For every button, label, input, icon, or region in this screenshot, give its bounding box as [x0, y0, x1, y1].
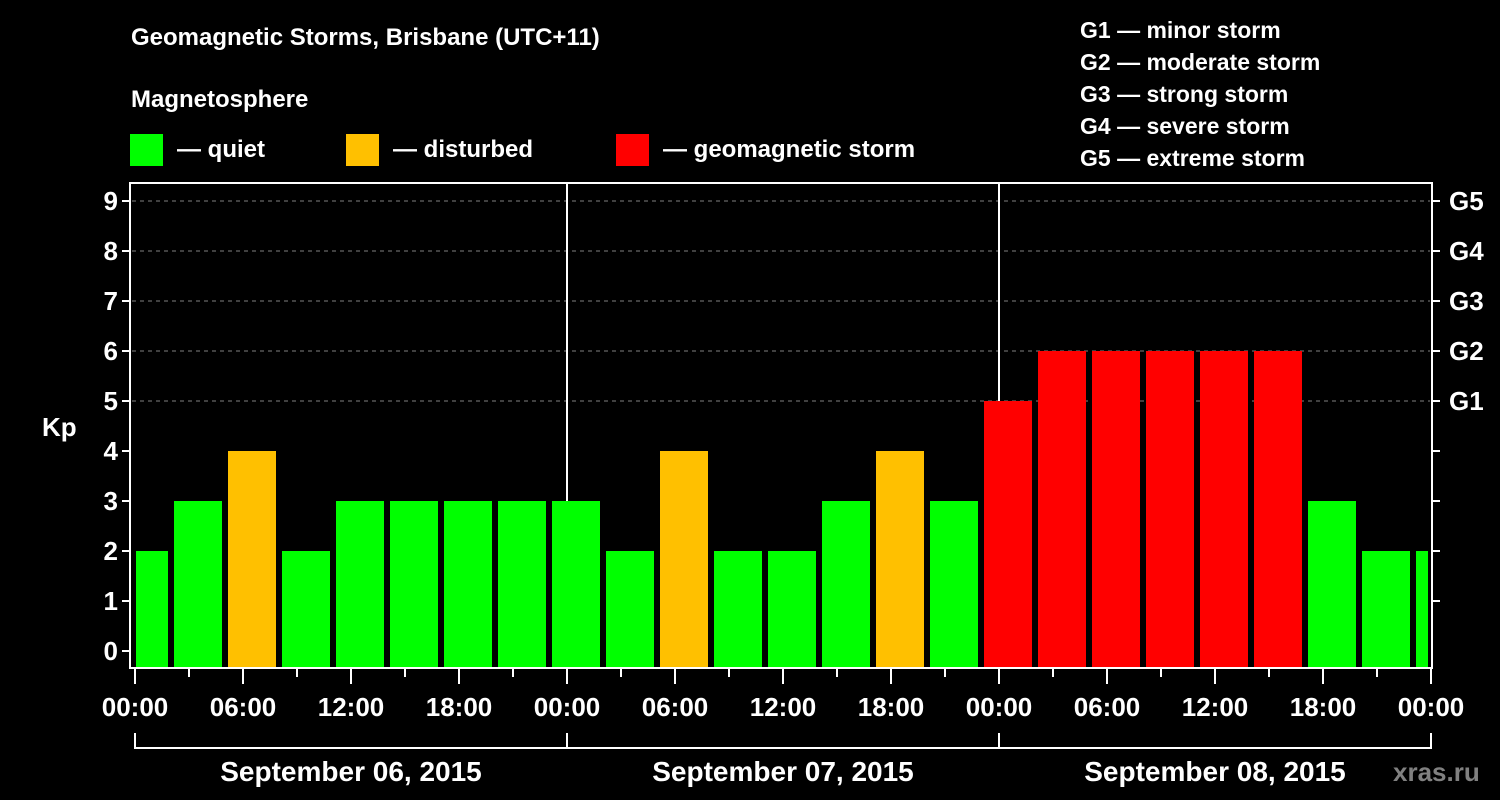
- day-label: September 07, 2015: [652, 756, 914, 787]
- legend-quiet: — quiet: [130, 134, 265, 166]
- x-tick-label: 18:00: [426, 692, 493, 722]
- y-tick-label: 9: [104, 186, 118, 216]
- kp-bar: [984, 401, 1032, 668]
- kp-bar: [1038, 351, 1086, 668]
- y-tick-label: 7: [104, 286, 118, 316]
- y-tick-label: 8: [104, 236, 118, 266]
- legend-disturbed: — disturbed: [346, 134, 533, 166]
- g-level-label: G1: [1449, 386, 1484, 416]
- legend-quiet-label: — quiet: [177, 136, 265, 163]
- day-label: September 08, 2015: [1084, 756, 1346, 787]
- x-tick-label: 00:00: [534, 692, 601, 722]
- g3-legend: G3 — strong storm: [1080, 81, 1289, 107]
- y-tick-label: 5: [104, 386, 118, 416]
- kp-bar: [1416, 551, 1428, 668]
- g-level-label: G2: [1449, 336, 1484, 366]
- y-tick-label: 1: [104, 586, 118, 616]
- x-tick-label: 06:00: [210, 692, 277, 722]
- kp-bar: [1362, 551, 1410, 668]
- x-tick-label: 18:00: [1290, 692, 1357, 722]
- y-tick-label: 3: [104, 486, 118, 516]
- kp-bar: [606, 551, 654, 668]
- kp-bar: [1092, 351, 1140, 668]
- kp-bar: [876, 451, 924, 668]
- kp-bar: [228, 451, 276, 668]
- legend-disturbed-label: — disturbed: [393, 136, 534, 163]
- day-label: September 06, 2015: [220, 756, 482, 787]
- g1-legend: G1 — minor storm: [1080, 17, 1281, 43]
- kp-bar: [444, 501, 492, 668]
- x-tick-label: 12:00: [750, 692, 817, 722]
- g-scale-legend: G1 — minor storm G2 — moderate storm G3 …: [1080, 14, 1320, 174]
- g-level-label: G3: [1449, 286, 1484, 316]
- kp-bar: [1254, 351, 1302, 668]
- y-tick-label: 2: [104, 536, 118, 566]
- plot-frame: [129, 182, 1433, 669]
- chart-title: Geomagnetic Storms, Brisbane (UTC+11): [131, 24, 600, 51]
- x-tick-label: 00:00: [102, 692, 169, 722]
- kp-bar: [136, 551, 168, 668]
- storm-swatch-icon: [616, 134, 649, 166]
- g2-legend: G2 — moderate storm: [1080, 49, 1321, 75]
- kp-bar: [552, 501, 600, 668]
- watermark: xras.ru: [1393, 757, 1480, 787]
- legend-storm-label: — geomagnetic storm: [663, 136, 916, 163]
- kp-bar: [498, 501, 546, 668]
- y-tick-label: 6: [104, 336, 118, 366]
- x-tick-label: 06:00: [642, 692, 709, 722]
- x-tick-label: 12:00: [1182, 692, 1249, 722]
- legend-storm: — geomagnetic storm: [616, 134, 915, 166]
- disturbed-swatch-icon: [346, 134, 379, 166]
- g4-legend: G4 — severe storm: [1080, 113, 1290, 139]
- kp-bar: [660, 451, 708, 668]
- g-level-label: G4: [1449, 236, 1484, 266]
- y-tick-label: 4: [104, 436, 119, 466]
- kp-bar: [1146, 351, 1194, 668]
- x-tick-label: 18:00: [858, 692, 925, 722]
- x-tick-label: 00:00: [966, 692, 1033, 722]
- kp-bar: [282, 551, 330, 668]
- kp-bar: [768, 551, 816, 668]
- kp-bar: [714, 551, 762, 668]
- kp-bar: [930, 501, 978, 668]
- legend-heading: Magnetosphere: [131, 86, 309, 113]
- g5-legend: G5 — extreme storm: [1080, 145, 1305, 171]
- kp-bar: [1200, 351, 1248, 668]
- kp-bar: [390, 501, 438, 668]
- kp-bar: [336, 501, 384, 668]
- x-tick-label: 00:00: [1398, 692, 1465, 722]
- g-level-label: G5: [1449, 186, 1484, 216]
- x-tick-label: 12:00: [318, 692, 385, 722]
- kp-bar: [174, 501, 222, 668]
- kp-bar: [1308, 501, 1356, 668]
- y-axis-label: Kp: [42, 412, 77, 442]
- x-tick-label: 06:00: [1074, 692, 1141, 722]
- y-tick-label: 0: [104, 636, 118, 666]
- quiet-swatch-icon: [130, 134, 163, 166]
- kp-bar: [822, 501, 870, 668]
